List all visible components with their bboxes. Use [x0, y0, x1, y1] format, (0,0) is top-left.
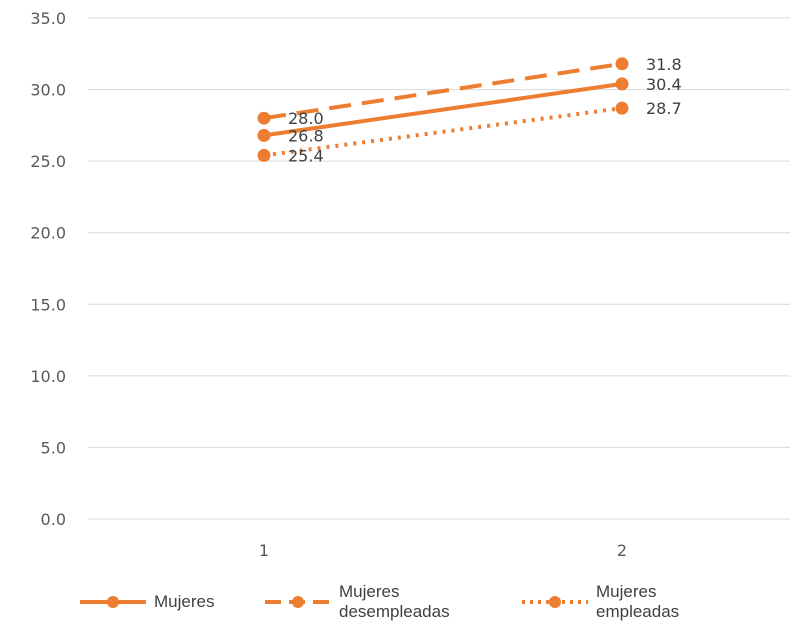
series-line [263, 106, 623, 158]
data-label: 26.8 [288, 126, 324, 145]
y-tick-label: 20.0 [30, 224, 66, 243]
data-label: 30.4 [646, 75, 682, 94]
y-tick-label: 35.0 [30, 9, 66, 28]
legend-label: Mujeres empleadas [596, 581, 680, 621]
series-mujeres-empleadas [257, 101, 629, 162]
data-point [257, 128, 271, 142]
y-tick-label: 0.0 [41, 510, 66, 529]
legend-item-mujeres-empleadas: Mujeres empleadas [520, 572, 696, 631]
series-group [257, 57, 629, 162]
series-mujeres-desempleadas [257, 57, 629, 125]
legend-symbol-dotted [522, 595, 588, 608]
series-line [263, 61, 623, 121]
legend-symbol-solid [80, 595, 146, 608]
data-labels: 26.8 30.4 28.0 31.8 25.4 28.7 [288, 55, 682, 166]
gridlines [88, 17, 790, 520]
data-point [257, 148, 271, 162]
data-label: 28.7 [646, 99, 682, 118]
legend-label: Mujeres [154, 591, 215, 611]
data-point [615, 77, 629, 91]
y-tick-label: 30.0 [30, 81, 66, 100]
legend: Mujeres Mujeres desempleadas Mujeres emp… [0, 572, 801, 631]
data-point [257, 111, 271, 125]
y-tick-label: 5.0 [41, 438, 66, 457]
legend-symbol-dashed [265, 595, 331, 608]
data-point [615, 101, 629, 115]
y-axis: 0.0 5.0 10.0 15.0 20.0 25.0 30.0 35.0 [30, 9, 66, 529]
x-tick-label: 2 [617, 541, 627, 560]
series-mujeres [257, 77, 629, 142]
y-tick-label: 25.0 [30, 152, 66, 171]
data-label: 31.8 [646, 55, 682, 74]
data-label: 28.0 [288, 109, 324, 128]
y-tick-label: 10.0 [30, 367, 66, 386]
legend-item-mujeres-desempleadas: Mujeres desempleadas [263, 572, 469, 631]
y-tick-label: 15.0 [30, 295, 66, 314]
x-tick-label: 1 [259, 541, 269, 560]
data-label: 25.4 [288, 146, 324, 165]
series-line [263, 81, 623, 138]
data-point [615, 57, 629, 71]
legend-item-mujeres: Mujeres [78, 572, 214, 631]
legend-label: Mujeres desempleadas [339, 581, 450, 621]
